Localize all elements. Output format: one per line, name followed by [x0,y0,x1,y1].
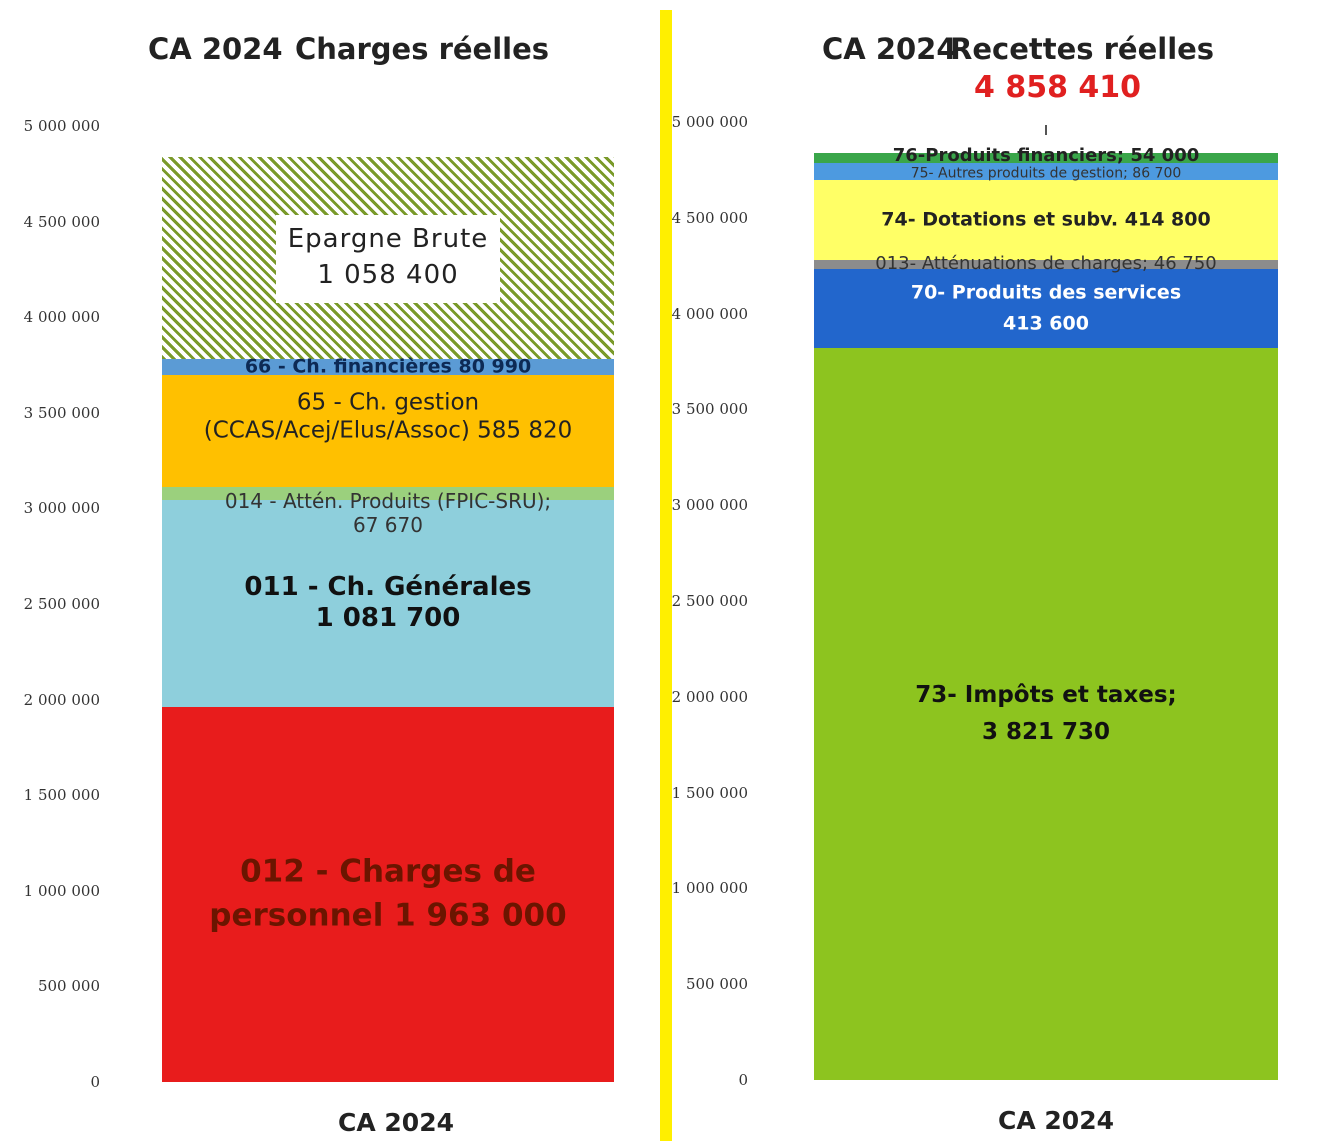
segment-label-1: 011 - Ch. Générales 1 081 700 [162,572,614,634]
y-tick-label: 1 500 000 [23,786,100,805]
y-tick-label: 0 [738,1071,748,1089]
y-tick-label: 1 500 000 [671,783,748,802]
segment-label-line: 3 821 730 [981,718,1111,745]
y-tick-label: 2 500 000 [671,592,748,610]
bar-segment-0 [162,706,614,1082]
y-tick-label: 0 [90,1073,100,1091]
segment-label-line: 73- Impôts et taxes; [915,682,1177,709]
bar-segment-3 [162,374,614,487]
y-tick-label: 5 000 000 [23,117,100,135]
segment-label-line: 66 - Ch. financières 80 990 [244,355,532,378]
y-tick-label: 4 000 000 [23,308,100,327]
y-tick-label: 4 500 000 [23,212,100,231]
y-tick-label: 500 000 [685,975,748,994]
total-marker [1045,125,1047,136]
right-title-ca: CA 2024 [822,32,957,66]
bar-segment-4 [162,359,614,375]
panel-divider [660,10,672,1141]
right-total: 4 858 410 [974,70,1142,105]
segment-label-line: 76-Produits financiers; 54 000 [892,145,1200,167]
y-tick-label: 4 000 000 [671,304,748,323]
bar-segment-4 [814,163,1278,181]
segment-label-2: 014 - Attén. Produits (FPIC-SRU); 67 670 [162,489,614,537]
y-tick-label: 2 000 000 [23,690,100,709]
segment-label-line: 70- Produits des services [910,281,1182,304]
bar-segment-3 [814,180,1278,260]
bar-segment-2 [814,259,1278,269]
charges-chart: CA 2024 Charges réelles 0 500 000 1 000 00… [0,0,660,1141]
y-tick-label: 1 000 000 [23,881,100,900]
left-title-ca: CA 2024 [148,32,283,66]
segment-label-line: 1 081 700 [315,603,461,634]
left-title-main: Charges réelles [295,32,550,66]
segment-label-3: 74- Dotations et subv. 414 800 [814,208,1278,231]
segment-label-4: 75- Autres produits de gestion; 86 700 [814,165,1278,182]
segment-label-1: 70- Produits des services 413 600 [814,278,1278,339]
segment-label-line: 012 - Charges de [240,853,536,890]
y-tick-label: 4 500 000 [671,208,748,227]
y-tick-label: 3 500 000 [671,400,748,419]
bar-segment-5 [814,153,1278,164]
y-tick-label: 500 000 [37,977,100,996]
segment-label-line: 014 - Attén. Produits (FPIC-SRU); [224,489,552,514]
segment-label-line: 013- Atténuations de charges; 46 750 [875,253,1217,275]
epargne-brute-label: Epargne Brute 1 058 400 [276,215,500,304]
segment-label-line: personnel 1 963 000 [209,897,567,934]
y-tick-label: 2 500 000 [23,595,100,613]
segment-label-line: 65 - Ch. gestion [296,389,480,416]
bar-segment-0 [814,347,1278,1080]
bar-segment-1 [814,268,1278,348]
y-tick-label: 3 000 000 [23,499,100,518]
right-x-axis-label: CA 2024 [998,1106,1114,1135]
segment-label-4: 66 - Ch. financières 80 990 [162,356,614,379]
y-tick-label: 3 500 000 [23,403,100,422]
epargne-brute-name: Epargne Brute [287,224,489,255]
y-tick-label: 1 000 000 [671,879,748,898]
segment-label-line: 75- Autres produits de gestion; 86 700 [910,165,1182,182]
segment-label-line: 74- Dotations et subv. 414 800 [881,208,1211,231]
segment-label-line: 011 - Ch. Générales [244,572,532,603]
right-title-main: Recettes réelles [950,32,1215,66]
segment-label-line: (CCAS/Acej/Elus/Assoc) 585 820 [203,416,573,443]
segment-label-0: 73- Impôts et taxes; 3 821 730 [814,677,1278,751]
segment-label-3: 65 - Ch. gestion (CCAS/Acej/Elus/Assoc) 5… [162,389,614,444]
segment-label-0: 012 - Charges de personnel 1 963 000 [162,851,614,938]
y-tick-label: 5 000 000 [671,113,748,131]
segment-label-2: 013- Atténuations de charges; 46 750 [814,253,1278,275]
y-tick-label: 2 000 000 [671,687,748,706]
y-tick-label: 3 000 000 [671,496,748,515]
segment-label-line: 413 600 [1003,312,1089,335]
segment-label-5: 76-Produits financiers; 54 000 [814,145,1278,167]
bar-segment-2 [162,486,614,500]
left-x-axis-label: CA 2024 [338,1108,454,1137]
epargne-brute-value: 1 058 400 [317,260,459,291]
recettes-chart: CA 2024 Recettes réelles 4 858 410 0 500 … [672,0,1328,1141]
segment-label-line: 67 670 [353,513,423,538]
bar-segment-1 [162,499,614,707]
